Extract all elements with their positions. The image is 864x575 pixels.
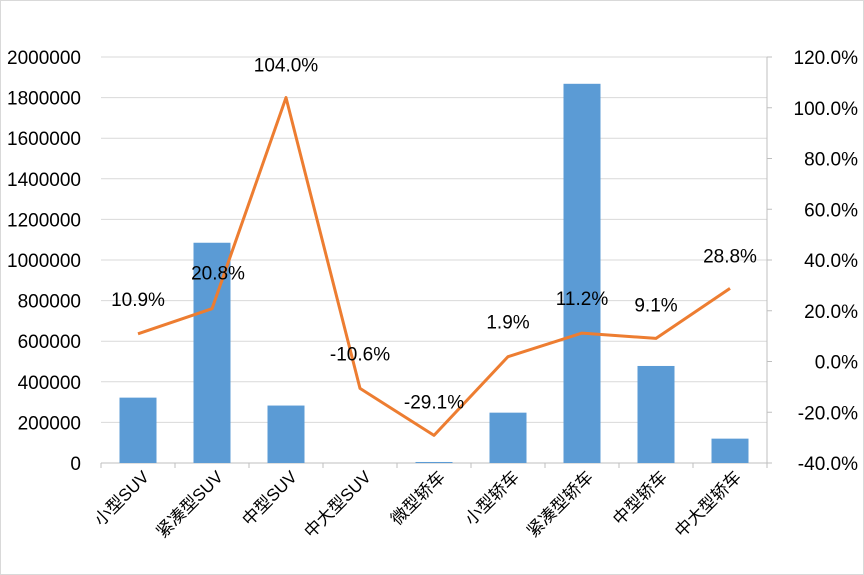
left-tick-label: 1600000 — [7, 129, 81, 150]
right-tick-label: 0.0% — [815, 353, 858, 374]
bar — [637, 365, 675, 463]
right-tick-label: -20.0% — [798, 403, 858, 424]
right-tick-label: 20.0% — [804, 302, 858, 323]
data-label: 20.8% — [191, 264, 245, 285]
category-label: 中型SUV — [239, 467, 302, 530]
data-label: -29.1% — [404, 392, 464, 413]
category-label: 小型轿车 — [461, 467, 523, 529]
right-tick-label: 40.0% — [804, 251, 858, 272]
data-label: 10.9% — [111, 290, 165, 311]
left-tick-label: 0 — [70, 454, 81, 475]
right-tick-label: 100.0% — [794, 99, 859, 120]
category-label: 小型SUV — [91, 467, 154, 530]
category-label: 中大型SUV — [301, 467, 376, 542]
bar — [267, 405, 305, 463]
data-label: -10.6% — [330, 344, 390, 365]
left-tick-label: 1200000 — [7, 210, 81, 231]
left-tick-label: 200000 — [18, 413, 81, 434]
left-tick-label: 400000 — [18, 373, 81, 394]
right-tick-label: 60.0% — [804, 200, 858, 221]
bar — [489, 412, 527, 463]
data-label: 9.1% — [634, 295, 677, 316]
bar — [119, 397, 157, 463]
category-label: 微型轿车 — [387, 467, 449, 529]
data-label: 11.2% — [556, 289, 609, 310]
category-label: 中大型轿车 — [671, 467, 745, 541]
category-label: 紧凑型SUV — [153, 467, 228, 542]
bar — [415, 461, 453, 463]
bar — [193, 242, 231, 463]
left-tick-label: 1800000 — [7, 89, 81, 110]
right-tick-label: 120.0% — [794, 48, 859, 69]
data-label: 1.9% — [486, 313, 529, 334]
right-tick-label: -40.0% — [798, 454, 858, 475]
growth-line — [137, 96, 731, 437]
data-label: 104.0% — [254, 56, 319, 77]
data-label: 28.8% — [703, 246, 757, 267]
bar — [563, 83, 601, 464]
right-tick-label: 80.0% — [804, 150, 858, 171]
left-tick-label: 800000 — [18, 292, 81, 313]
category-label: 紧凑型轿车 — [523, 467, 597, 541]
bar — [711, 438, 749, 463]
left-tick-label: 1400000 — [7, 170, 81, 191]
left-tick-label: 2000000 — [7, 48, 81, 69]
left-tick-label: 600000 — [18, 332, 81, 353]
left-tick-label: 1000000 — [7, 251, 81, 272]
category-label: 中型轿车 — [609, 467, 671, 529]
